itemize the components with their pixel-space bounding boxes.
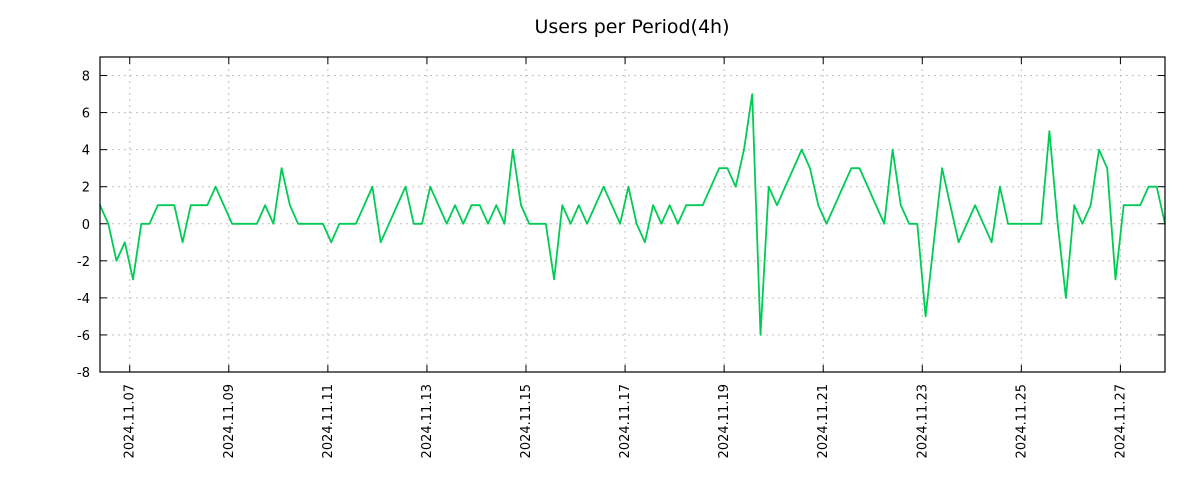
- data-series: [99, 93, 1166, 336]
- x-axis-tick-label: 2024.11.27: [1113, 384, 1128, 458]
- y-axis-tick-label: 4: [82, 144, 90, 159]
- y-axis-tick-label: 2: [82, 181, 90, 196]
- x-axis-tick-label: 2024.11.25: [1014, 384, 1029, 458]
- y-axis-tick-label: -2: [77, 255, 90, 270]
- x-axis-tick-label: 2024.11.13: [420, 384, 435, 458]
- y-axis-tick-label: -4: [77, 292, 90, 307]
- y-axis-tick-label: 0: [82, 218, 90, 233]
- x-axis-tick-label: 2024.11.19: [717, 384, 732, 458]
- x-axis-tick-label: 2024.11.17: [618, 384, 633, 458]
- x-axis-tick-label: 2024.11.07: [123, 384, 138, 458]
- axes: -8 -6 -4 -2 0 2 4 6 8 2024.11.07 2024.11.09 2024.11…: [77, 56, 1166, 458]
- x-axis-tick-label: 2024.11.09: [222, 384, 237, 458]
- x-axis-tick-label: 2024.11.23: [915, 384, 930, 458]
- y-axis-tick-label: 8: [82, 70, 90, 85]
- plot-border: [99, 56, 1166, 373]
- y-axis-tick-label: -6: [77, 329, 90, 344]
- x-axis-tick-label: 2024.11.15: [519, 384, 534, 458]
- x-axis-tick-label: 2024.11.21: [816, 384, 831, 458]
- users-series-line: [99, 93, 1166, 336]
- y-axis-tick-label: -8: [77, 366, 90, 381]
- y-axis-tick-label: 6: [82, 107, 90, 122]
- chart-title: Users per Period(4h): [534, 16, 729, 38]
- x-axis-tick-label: 2024.11.11: [321, 384, 336, 458]
